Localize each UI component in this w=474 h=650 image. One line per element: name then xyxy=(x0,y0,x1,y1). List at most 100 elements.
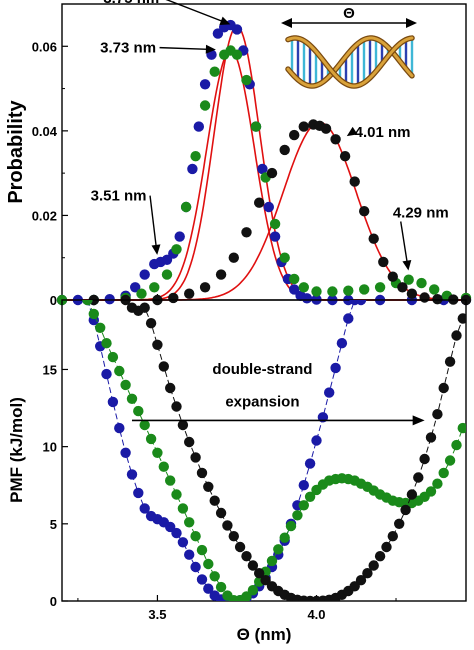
annotation-arrow-head xyxy=(205,44,216,54)
pmf-data-point xyxy=(394,518,405,529)
probability-data-point xyxy=(289,129,300,141)
pmf-data-point xyxy=(425,486,437,497)
probability-data-point xyxy=(199,79,211,90)
probability-data-point xyxy=(320,123,332,134)
pmf-data-point xyxy=(120,379,131,391)
probability-data-point xyxy=(311,286,322,297)
probability-data-point xyxy=(279,252,290,263)
theta-arrow-left xyxy=(281,18,292,28)
pmf-data-point xyxy=(165,382,176,394)
probability-data-point xyxy=(330,134,341,145)
annotation-arrow-shaft xyxy=(165,0,224,23)
pmf-series-1 xyxy=(82,300,466,601)
annotation-arrow-head xyxy=(151,244,161,255)
y-tick-label: 0 xyxy=(50,293,57,308)
pmf-series xyxy=(82,300,466,601)
pmf-data-point xyxy=(438,382,449,394)
probability-data-point xyxy=(174,231,185,242)
pmf-data-point xyxy=(126,393,138,404)
probability-data-point xyxy=(269,218,281,230)
probability-data-point xyxy=(190,151,201,162)
pmf-data-point xyxy=(413,472,424,483)
probability-data-point xyxy=(228,252,239,263)
pmf-data-point xyxy=(184,436,195,448)
probability-data-point xyxy=(136,288,147,299)
pmf-data-point xyxy=(120,447,131,458)
pmf-data-point xyxy=(139,302,150,313)
pmf-plot-frame xyxy=(61,299,467,602)
pmf-data-point xyxy=(196,574,208,585)
pmf-data-point xyxy=(368,560,379,571)
pmf-data-point xyxy=(190,531,201,542)
pmf-data-point xyxy=(203,481,214,492)
pmf-data-point xyxy=(355,575,367,586)
pmf-data-point xyxy=(203,583,214,594)
probability-data-point xyxy=(429,284,440,295)
pmf-axis-ticks xyxy=(62,368,397,602)
pmf-data-point xyxy=(88,308,100,320)
y-tick-label: 0 xyxy=(50,594,57,609)
pmf-data-point xyxy=(133,487,144,499)
dna-helix-icon xyxy=(285,35,415,89)
pmf-data-point xyxy=(171,489,182,500)
y-tick-label: 5 xyxy=(50,517,57,532)
probability-data-point xyxy=(215,269,227,280)
pmf-data-point xyxy=(184,517,195,528)
pmf-data-point xyxy=(444,455,456,466)
pmf-data-point xyxy=(228,531,239,542)
probability-data-point xyxy=(250,121,262,132)
x-tick-label: 4.0 xyxy=(307,607,325,622)
probability-data-point xyxy=(263,201,274,213)
backbone-strand xyxy=(285,35,415,89)
pmf-data-point xyxy=(95,322,106,333)
pmf-series-line xyxy=(131,307,464,601)
pmf-data-point xyxy=(273,544,284,555)
probability-annotations: 3.75 nm 3.73 nm 4.01 nm 3.51 nm 4.29 nm xyxy=(91,0,449,271)
peak-annotation: 3.51 nm xyxy=(91,188,147,205)
probability-data-point xyxy=(298,282,309,293)
probability-data-point xyxy=(199,282,211,293)
pmf-data-point xyxy=(330,362,341,374)
probability-data-point xyxy=(168,292,179,304)
pmf-series-line xyxy=(86,300,464,601)
theta-arrow-right xyxy=(406,18,417,28)
pmf-data-point xyxy=(158,461,169,472)
pmf-series-0 xyxy=(82,300,367,601)
pmf-data-point xyxy=(152,447,163,458)
theta-axis-label: Θ (nm) xyxy=(237,625,292,644)
pmf-data-point xyxy=(254,568,265,579)
pmf-data-point xyxy=(279,532,290,543)
annotation-arrow-shaft xyxy=(400,221,408,263)
probability-tick-labels: 0 0.02 0.04 0.06 xyxy=(32,39,58,308)
pmf-data-point xyxy=(304,458,316,469)
pmf-data-point xyxy=(298,500,309,511)
pmf-data-point xyxy=(184,549,195,560)
probability-data-point xyxy=(279,144,290,156)
probability-data-point xyxy=(368,233,379,244)
pmf-data-point xyxy=(152,339,163,350)
pmf-data-point xyxy=(336,338,348,349)
peak-annotation: 4.01 nm xyxy=(355,124,411,141)
probability-data-point xyxy=(359,206,370,217)
probability-data-point xyxy=(257,163,268,175)
y-tick-label: 0.06 xyxy=(32,39,57,54)
pmf-data-point xyxy=(457,422,466,434)
probability-data-point xyxy=(209,66,220,77)
pmf-data-point xyxy=(196,544,208,556)
probability-data-point xyxy=(374,282,386,293)
y-tick-label: 0.02 xyxy=(32,208,57,223)
pmf-data-point xyxy=(247,560,259,571)
pmf-data-point xyxy=(247,585,259,596)
pmf-data-point xyxy=(425,432,437,443)
pmf-data-point xyxy=(451,439,462,451)
pmf-data-point xyxy=(387,531,398,542)
pmf-data-point xyxy=(343,313,354,324)
probability-data-point xyxy=(432,294,443,305)
expansion-arrow-head xyxy=(412,415,425,426)
pmf-data-point xyxy=(241,551,252,562)
probability-data-point xyxy=(149,282,160,293)
pmf-data-point xyxy=(145,318,157,329)
pmf-data-point xyxy=(400,504,411,516)
probability-data-point xyxy=(378,256,389,268)
